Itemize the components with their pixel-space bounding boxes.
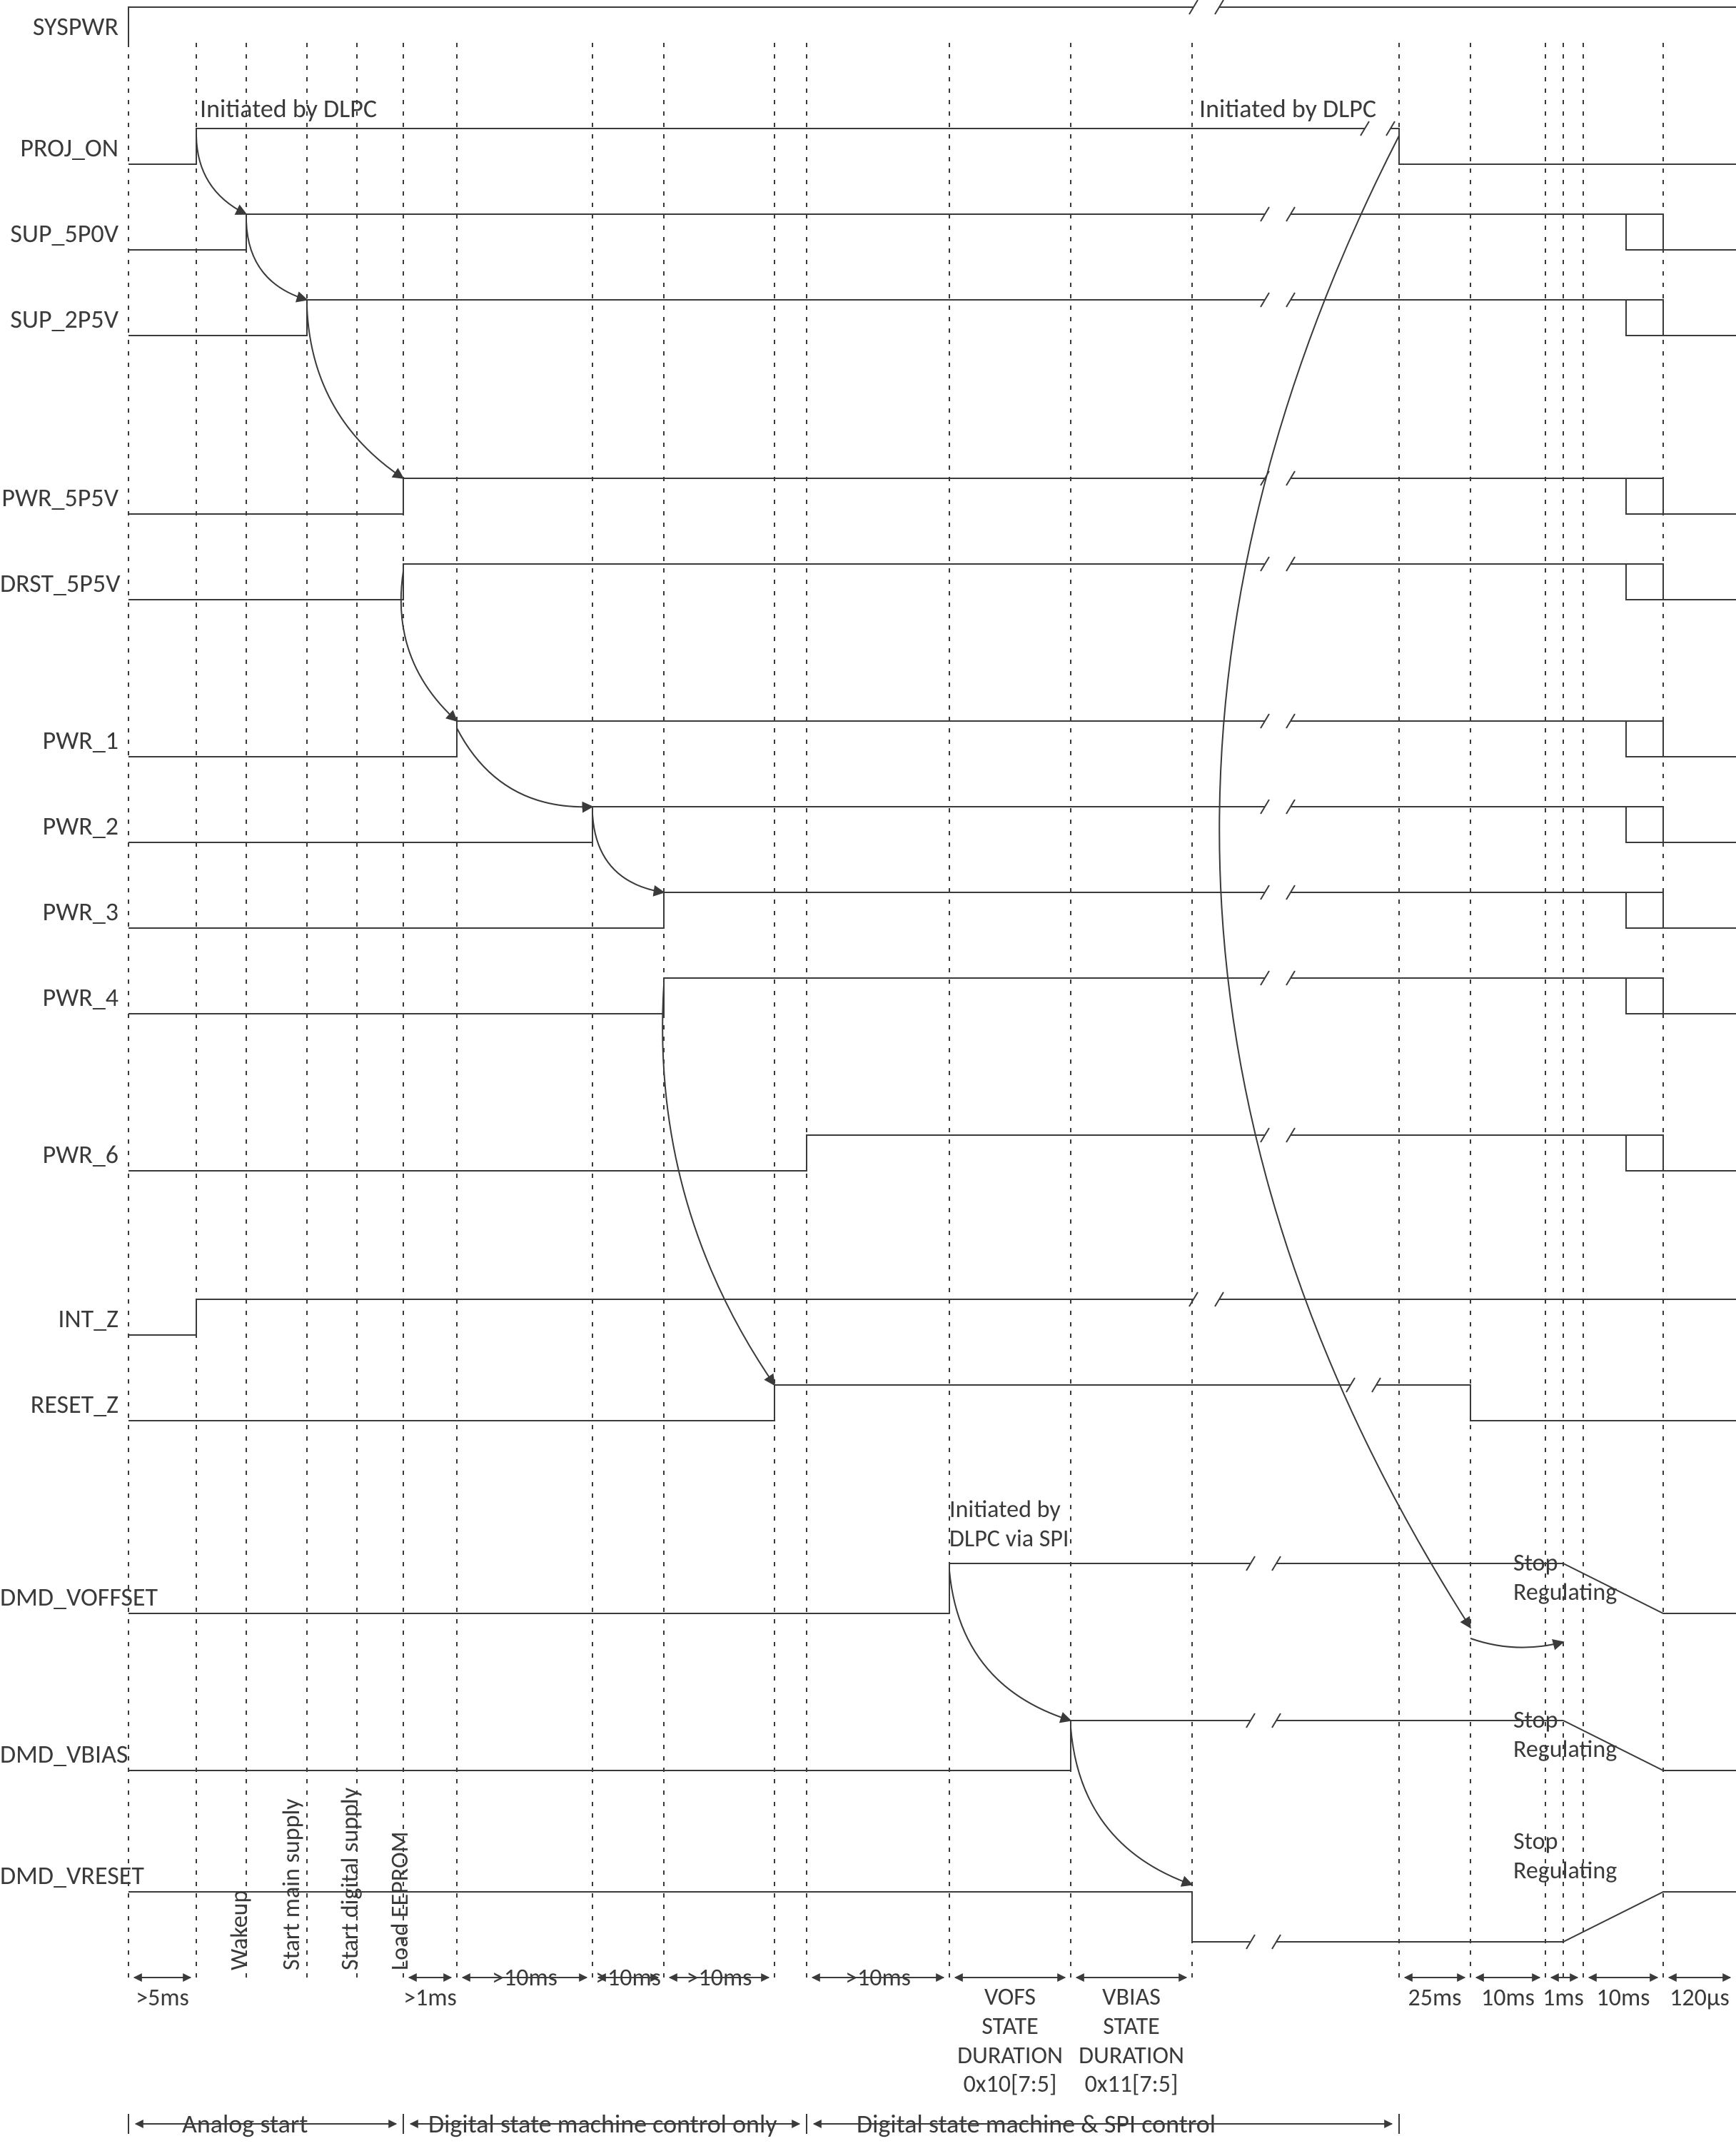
vlabel-start_main: Start main supply [277, 1798, 306, 1970]
signal-label-pwr_6: PWR_6 [0, 1139, 118, 1170]
phase-digital-only: Digital state machine control only [428, 2108, 799, 2140]
dim-vbias: VBIASSTATEDURATION0x11[7:5] [1071, 1983, 1192, 2100]
annot-stop-reg-0: StopRegulating [1513, 1549, 1656, 1608]
annot-stop-reg-2: StopRegulating [1513, 1828, 1656, 1886]
phase-analog: Analog start [182, 2108, 368, 2140]
signal-label-sup_2p5v: SUP_2P5V [0, 303, 118, 335]
dim-10ms-4: >10ms [807, 1963, 949, 1993]
signal-label-pwr_3: PWR_3 [0, 896, 118, 927]
signal-label-sup_5p0v: SUP_5P0V [0, 218, 118, 249]
signal-label-dmd_vbias: DMD_VBIAS [0, 1738, 118, 1770]
dim-10ms-2: >10ms [592, 1963, 664, 1993]
signal-label-pwr_5p5v: PWR_5P5V [0, 482, 118, 513]
annot-init-right: Initiated by DLPC [1199, 93, 1376, 124]
signal-label-dmd_vreset: DMD_VRESET [0, 1860, 118, 1891]
annot-init-spi: Initiated byDLPC via SPI [949, 1496, 1128, 1554]
annot-stop-reg-1: StopRegulating [1513, 1706, 1656, 1765]
dim-vofs: VOFSSTATEDURATION0x10[7:5] [949, 1983, 1071, 2100]
signal-label-pwr_4: PWR_4 [0, 982, 118, 1013]
phase-digital-spi: Digital state machine & SPI control [857, 2108, 1371, 2140]
dim-10ms-3: >10ms [664, 1963, 774, 1993]
signal-label-proj_on: PROJ_ON [0, 132, 118, 163]
annot-init-left: Initiated by DLPC [200, 93, 377, 124]
dim-10ms-1: >10ms [457, 1963, 592, 1993]
dim-120us: 120µs [1663, 1983, 1736, 2013]
signal-label-reset_z: RESET_Z [0, 1389, 118, 1420]
dim-5ms: >5ms [128, 1983, 196, 2013]
signal-label-pwr_2: PWR_2 [0, 810, 118, 842]
vlabel-start_digital: Start digital supply [335, 1788, 365, 1970]
signal-label-pwr_1: PWR_1 [0, 725, 118, 756]
signal-label-dmd_voffset: DMD_VOFFSET [0, 1581, 118, 1613]
signal-label-syspwr: SYSPWR [0, 11, 118, 42]
signal-label-int_z: INT_Z [0, 1303, 118, 1334]
signal-label-drst_5p5v: DRST_5P5V [0, 568, 118, 599]
dim-1ms: >1ms [403, 1983, 457, 2013]
vlabel-wakeup: Wakeup [225, 1890, 254, 1970]
vlabel-load_eeprom: Load EEPROM [385, 1831, 415, 1970]
dim-25ms: 25ms [1399, 1983, 1470, 2013]
timing-diagram-svg [0, 0, 1736, 2156]
dim-10ms-b: 10ms [1583, 1983, 1663, 2013]
